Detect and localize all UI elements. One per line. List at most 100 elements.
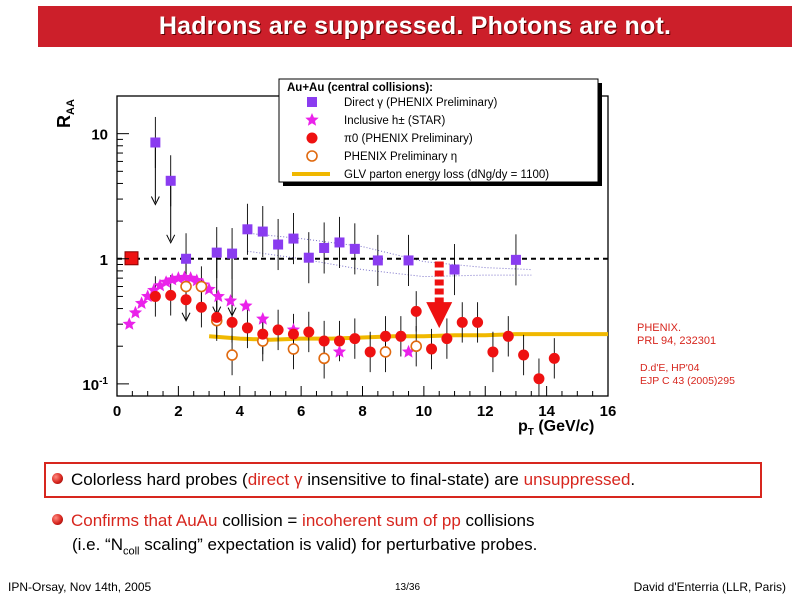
circle-marker-pi0 — [211, 311, 223, 323]
bullet-dot — [52, 514, 63, 525]
star-marker-hadron — [239, 298, 253, 312]
square-marker-photon — [273, 239, 284, 250]
legend-marker-circle — [306, 132, 318, 144]
square-marker-photon — [181, 253, 192, 264]
ref-dde-line2: EJP C 43 (2005)295 — [640, 375, 735, 387]
x-tick-label: 10 — [416, 403, 433, 420]
square-marker-photon — [303, 252, 314, 263]
legend-label: π0 (PHENIX Preliminary) — [344, 133, 473, 145]
circle-marker-pi0 — [364, 346, 376, 358]
star-marker-hadron — [159, 275, 173, 288]
upper-limit-arrowhead — [181, 312, 191, 322]
expectation-band — [247, 232, 532, 278]
open-circle-marker-eta — [226, 349, 238, 361]
x-tick-label: 4 — [236, 403, 245, 420]
circle-marker-pi0 — [426, 343, 438, 355]
square-marker-photon — [150, 137, 161, 148]
slide-title: Hadrons are suppressed. Photons are not. — [158, 12, 672, 40]
bullet-dot — [52, 473, 63, 484]
circle-marker-pi0 — [441, 333, 453, 345]
legend-marker-open-circle — [306, 150, 318, 162]
upper-limit-arrowhead — [227, 307, 237, 317]
star-marker-hadron — [202, 282, 216, 295]
circle-marker-pi0 — [287, 328, 299, 340]
legend: Au+Au (central collisions): Direct γ (PH… — [278, 78, 602, 186]
circle-marker-pi0 — [149, 290, 161, 302]
star-marker-hadron — [134, 296, 149, 309]
ref-dde: D.d'E, HP'04 EJP C 43 (2005)295 — [640, 362, 735, 388]
ref-phenix-line1: PHENIX. — [637, 322, 682, 334]
circle-marker-pi0 — [410, 305, 422, 317]
star-marker-hadron — [147, 283, 161, 296]
x-tick-label: 12 — [477, 403, 494, 420]
star-marker-hadron — [177, 270, 192, 283]
circle-marker-pi0 — [487, 346, 499, 358]
circle-marker-pi0 — [349, 333, 361, 345]
bullet-2: Confirms that AuAu collision = incoheren… — [52, 511, 535, 531]
x-tick-label: 14 — [538, 403, 555, 420]
x-tick-label: 6 — [297, 403, 305, 420]
circle-marker-pi0 — [502, 330, 514, 342]
open-circle-marker-eta — [180, 280, 192, 293]
footer-right: David d'Enterria (LLR, Paris) — [633, 580, 786, 594]
open-circle-marker-eta — [287, 343, 300, 355]
square-marker-photon — [211, 247, 222, 258]
star-marker-hadron — [153, 278, 167, 292]
legend-label: Inclusive h± (STAR) — [344, 115, 445, 127]
footer-left: IPN-Orsay, Nov 14th, 2005 — [8, 580, 152, 594]
square-marker-photon — [403, 255, 414, 266]
title-bar: Hadrons are suppressed. Photons are not. — [38, 6, 792, 47]
legend-marker-square — [307, 97, 317, 107]
circle-marker-pi0 — [533, 373, 545, 385]
square-marker-photon — [449, 264, 460, 275]
circle-marker-pi0 — [380, 330, 392, 342]
legend-title: Au+Au (central collisions): — [287, 82, 433, 94]
y-tick-label: 10-1 — [82, 376, 108, 394]
star-marker-hadron — [401, 344, 416, 358]
circle-marker-pi0 — [257, 328, 269, 340]
square-marker-photon — [227, 248, 238, 259]
square-marker-photon — [349, 243, 360, 254]
x-axis-label: pT (GeV/c) — [518, 418, 594, 438]
suppression-arrow — [426, 261, 453, 329]
star-marker-hadron — [256, 312, 270, 325]
star-marker-hadron — [128, 305, 143, 319]
legend-marker-star — [305, 113, 319, 126]
square-marker-photon — [288, 233, 299, 244]
circle-marker-pi0 — [548, 352, 560, 364]
square-marker-photon — [372, 255, 383, 266]
bullet-2-continuation: (i.e. “Ncoll scaling” expectation is val… — [72, 535, 538, 558]
x-tick-label: 8 — [358, 403, 366, 420]
circle-marker-pi0 — [395, 330, 407, 342]
square-marker-photon — [334, 237, 345, 248]
x-tick-label: 0 — [113, 403, 121, 420]
square-marker-photon — [165, 175, 176, 186]
legend-label: GLV parton energy loss (dNg/dy = 1100) — [344, 169, 549, 181]
x-tick-label: 16 — [600, 403, 617, 420]
circle-marker-pi0 — [272, 324, 284, 336]
y-tick-label: 1 — [100, 252, 108, 269]
bullet-1: Colorless hard probes (direct γ insensit… — [52, 470, 635, 490]
ref-dde-line1: D.d'E, HP'04 — [640, 362, 700, 374]
circle-marker-pi0 — [165, 289, 177, 301]
circle-marker-pi0 — [226, 316, 238, 328]
circle-marker-pi0 — [195, 301, 207, 313]
upper-limit-arrowhead — [150, 196, 160, 206]
highlight-box — [44, 462, 762, 498]
band-upper — [247, 232, 532, 271]
square-marker-photon — [319, 242, 330, 253]
ref-phenix: PHENIX. PRL 94, 232301 — [637, 322, 716, 348]
open-circle-marker-eta — [318, 352, 330, 365]
circle-marker-pi0 — [333, 335, 345, 347]
arrow-head — [426, 302, 453, 329]
circle-marker-pi0 — [180, 294, 192, 306]
y-tick-label: 10 — [91, 127, 108, 144]
glv-curve — [208, 332, 608, 342]
circle-marker-pi0 — [472, 316, 484, 328]
y-axis-label: RAA — [54, 99, 77, 128]
circle-marker-pi0 — [456, 316, 468, 328]
legend-label: Direct γ (PHENIX Preliminary) — [344, 97, 498, 109]
upper-limit-arrowhead — [166, 234, 176, 244]
band-lower — [247, 250, 532, 278]
